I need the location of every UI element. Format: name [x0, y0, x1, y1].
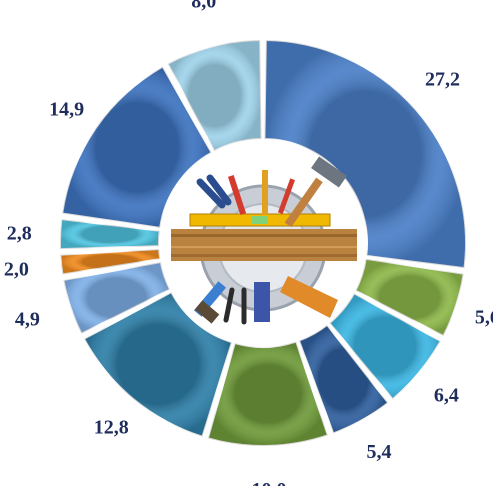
donut-slice-shading — [63, 261, 170, 334]
donut-slice-shading — [298, 324, 389, 434]
donut-slice-shading — [167, 40, 262, 152]
slice-data-label: 2,0 — [4, 258, 29, 280]
donut-slice-shading — [60, 219, 160, 250]
slice-data-label: 10.0 — [251, 479, 286, 486]
slice-data-label: 8,0 — [191, 0, 216, 12]
slice-data-label: 12,8 — [94, 416, 129, 438]
donut-slice-shading — [207, 341, 328, 446]
donut-slice-shading — [84, 292, 232, 437]
slice-data-label: 5,6 — [475, 307, 493, 329]
slice-data-label: 5,4 — [366, 441, 391, 463]
slice-data-label: 27,2 — [425, 69, 460, 91]
donut-slice-shading — [62, 66, 212, 228]
donut-slices — [59, 39, 467, 447]
donut-slice-shading — [60, 249, 161, 275]
slice-data-label: 4,9 — [15, 309, 40, 331]
donut-slice-shading — [264, 40, 466, 269]
donut-slice-shading — [355, 258, 464, 337]
donut-slice-shading — [329, 293, 441, 400]
slice-data-label: 14,9 — [49, 99, 84, 121]
slice-labels: 27,2 5,6 6,4 5,4 10.0 12,8 4,9 2,0 2,8 14,9 8,0 — [4, 0, 493, 486]
slice-data-label: 2,8 — [7, 223, 32, 245]
slice-data-label: 6,4 — [434, 385, 459, 407]
tools-illustration-icon — [171, 156, 357, 336]
